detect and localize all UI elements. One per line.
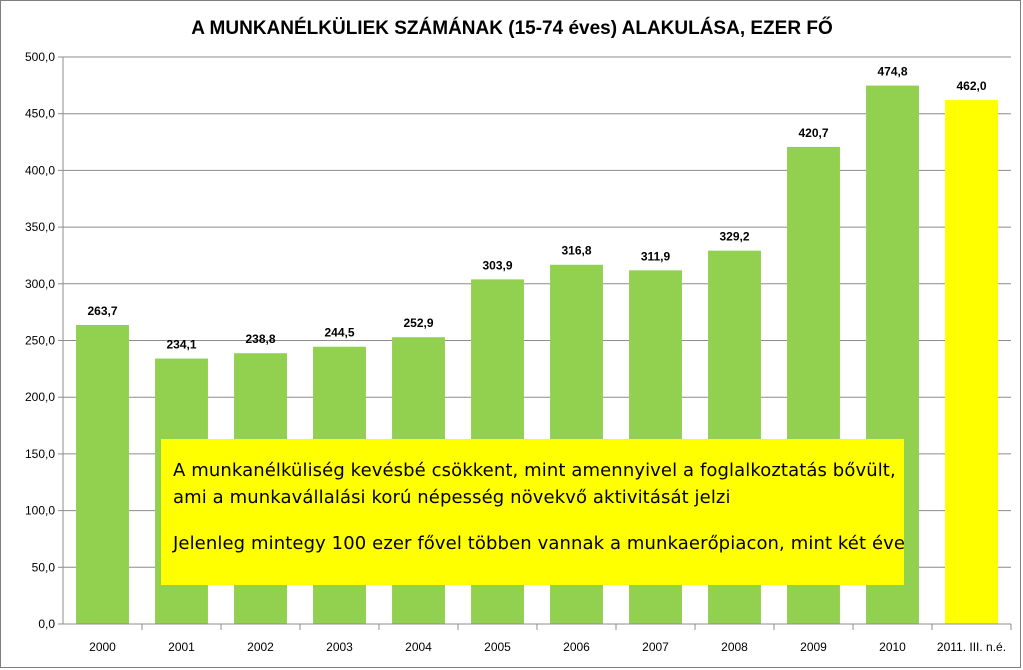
y-tick-label-8: 400,0 [25,163,55,177]
y-axis-ticks: 0,0 50,0 100,0 150,0 200,0 250,0 300,0 350,0 400… [25,50,55,631]
chart-title: A MUNKANÉLKÜLIEK SZÁMÁNAK (15-74 éves) A… [191,17,832,39]
data-label-3: 244,5 [324,326,354,340]
y-tick-label-1: 50,0 [32,560,56,574]
x-tick-label-9: 2009 [800,640,827,654]
x-tick-label-6: 2006 [563,640,590,654]
annotation-line-3: Jelenleg mintegy 100 ezer fővel többen v… [173,533,906,554]
x-tick-label-10: 2010 [879,640,906,654]
data-label-2: 238,8 [245,332,275,346]
y-tick-label-9: 450,0 [25,107,55,121]
data-label-8: 329,2 [719,230,749,244]
x-tick-label-5: 2005 [484,640,511,654]
x-tick-label-0: 2000 [89,640,116,654]
y-tick-label-3: 150,0 [25,447,55,461]
y-tick-label-0: 0,0 [38,617,55,631]
data-label-6: 316,8 [561,244,591,258]
data-label-9: 420,7 [798,126,828,140]
annotation-line-2: ami a munkavállalási korú népesség növek… [173,487,731,508]
x-axis-ticks: 2000 2001 2002 2003 2004 2005 2006 2007 2008 2009… [63,623,1012,654]
data-label-4: 252,9 [403,316,433,330]
x-tick-label-8: 2008 [721,640,748,654]
annotation-line-1: A munkanélküliség kevésbé csökkent, mint… [173,460,896,481]
x-tick-label-11: 2011. III. n.é. [937,640,1006,654]
data-labels: 263,7 234,1 238,8 244,5 252,9 303,9 316,8 311,9… [87,65,986,352]
x-tick-label-4: 2004 [405,640,432,654]
x-tick-label-3: 2003 [326,640,353,654]
annotation-box: A munkanélküliség kevésbé csökkent, mint… [161,439,906,585]
x-tick-label-2: 2002 [247,640,274,654]
data-label-1: 234,1 [166,338,196,352]
bar-2000 [76,324,129,624]
y-tick-label-6: 300,0 [25,277,55,291]
bar-2011. III. n.é. [945,100,998,625]
data-label-5: 303,9 [482,258,512,272]
data-label-10: 474,8 [877,65,907,79]
data-label-7: 311,9 [641,249,671,263]
y-tick-label-2: 100,0 [25,504,55,518]
y-tick-label-4: 200,0 [25,390,55,404]
x-tick-label-7: 2007 [642,640,669,654]
data-label-11: 462,0 [956,79,986,93]
y-tick-label-5: 250,0 [25,334,55,348]
data-label-0: 263,7 [87,304,117,318]
y-tick-label-7: 350,0 [25,220,55,234]
x-tick-label-1: 2001 [168,640,195,654]
y-tick-label-10: 500,0 [25,50,55,64]
